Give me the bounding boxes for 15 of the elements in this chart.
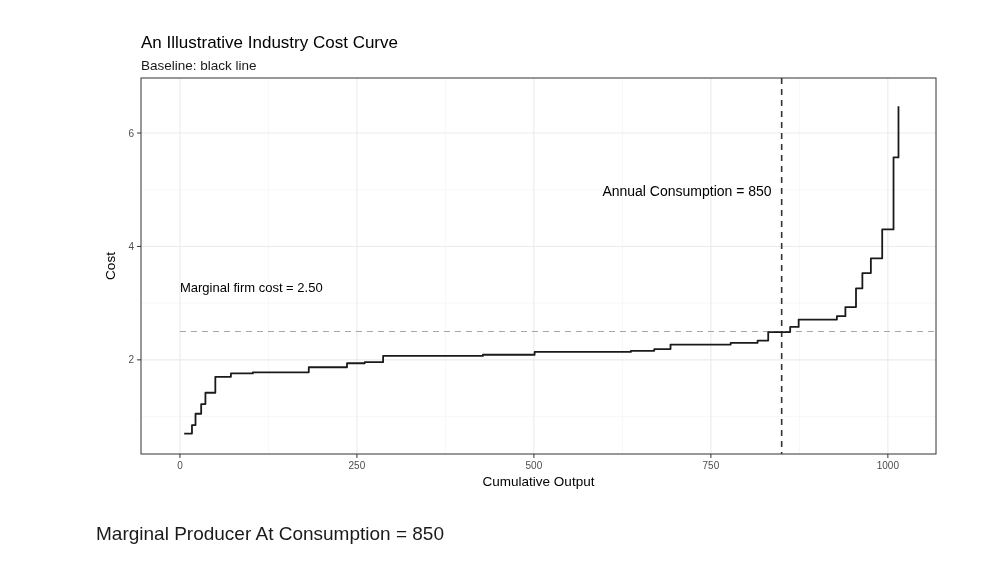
x-tick-label: 750 bbox=[702, 460, 720, 471]
y-tick-label: 2 bbox=[128, 354, 135, 366]
x-tick-label: 1000 bbox=[876, 460, 900, 471]
y-tick-label: 6 bbox=[128, 127, 135, 139]
y-axis-title: Cost bbox=[103, 251, 118, 280]
text: Marginal Producer At Consumption = 850 bbox=[96, 523, 445, 544]
chart-title: An Illustrative Industry Cost Curve bbox=[141, 33, 398, 52]
y-tick-label: 4 bbox=[128, 240, 135, 252]
x-axis-title: Cumulative Output bbox=[482, 474, 595, 489]
x-tick-label: 250 bbox=[348, 460, 366, 471]
x-tick-label: 500 bbox=[525, 460, 543, 471]
x-tick-label: 0 bbox=[177, 460, 184, 471]
chart-subtitle: Baseline: black line bbox=[141, 58, 257, 73]
ref-line-label: Annual Consumption = 850 bbox=[602, 183, 772, 199]
ref-line-label: Marginal firm cost = 2.50 bbox=[179, 279, 323, 295]
